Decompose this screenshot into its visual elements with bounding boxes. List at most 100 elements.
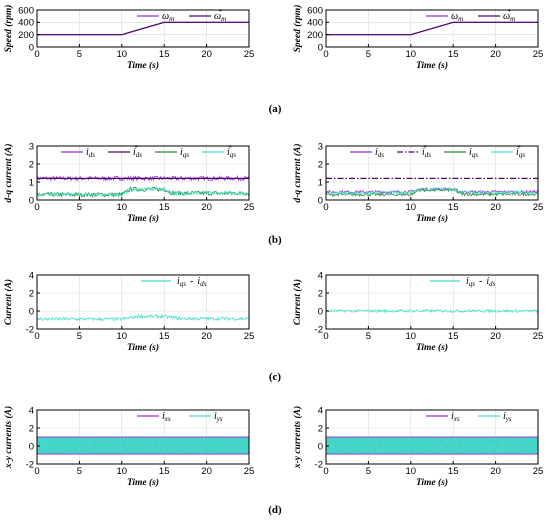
legend: ωm ωm* — [426, 8, 515, 23]
x-tick-label-1: 5 — [366, 466, 371, 477]
y-tick-label-1: 200 — [18, 30, 34, 41]
x-axis-title: Time (s) — [127, 342, 159, 353]
chart-b-left: 0 5 10 15 20 25 0 1 2 3 Time (s) d-q current (A) ids… — [3, 141, 254, 224]
x-axis-title: Time (s) — [416, 342, 448, 353]
legend-label-2: iqs — [469, 147, 478, 159]
y-axis-title: x-y currents (A) — [292, 406, 303, 469]
panel-label-1: (b) — [268, 234, 282, 246]
x-tick-label-3: 15 — [448, 49, 459, 60]
legend: iqs - ids — [141, 276, 207, 288]
legend-label-0: ωm — [162, 11, 174, 23]
x-tick-label-5: 25 — [533, 49, 544, 60]
x-tick-label-1: 5 — [77, 202, 82, 213]
series-noise-1 — [36, 436, 250, 455]
y-tick-label-0: 0 — [29, 195, 34, 206]
y-axis-title: Speed (rpm) — [3, 5, 14, 53]
legend-label-0: ids — [86, 147, 95, 159]
x-tick-label-2: 10 — [406, 331, 417, 342]
x-tick-label-0: 0 — [34, 49, 39, 60]
x-tick-label-3: 15 — [159, 466, 170, 477]
legend-label-2: iqs — [180, 147, 189, 159]
panel-label-3: (d) — [268, 504, 282, 516]
plot-frame — [36, 274, 250, 330]
y-tick-label-2: 2 — [318, 423, 323, 434]
plot-frame — [36, 145, 250, 201]
legend-label-1: iys — [214, 411, 223, 423]
y-tick-label-3: 4 — [318, 270, 323, 281]
y-axis-title: x-y currents (A) — [3, 406, 14, 469]
x-tick-label-0: 0 — [34, 466, 39, 477]
legend: ids ids* iqs iqs* — [61, 144, 236, 159]
x-tick-label-2: 10 — [406, 49, 417, 60]
plot-frame — [325, 409, 539, 465]
x-axis-title: Time (s) — [127, 213, 159, 224]
y-tick-label-2: 2 — [29, 159, 34, 170]
x-tick-label-1: 5 — [77, 331, 82, 342]
y-tick-label-3: 4 — [29, 405, 34, 416]
y-tick-label-1: 200 — [307, 30, 323, 41]
series-line-0 — [37, 313, 250, 322]
x-tick-label-1: 5 — [366, 331, 371, 342]
x-tick-label-5: 25 — [533, 331, 544, 342]
chart-b-right: 0 5 10 15 20 25 0 1 2 3 Time (s) d-q current (A) ids… — [292, 141, 543, 224]
y-tick-label-1: 1 — [318, 177, 323, 188]
y-tick-label-2: 400 — [18, 18, 34, 29]
legend-label-0: ids — [375, 147, 384, 159]
x-tick-label-0: 0 — [323, 466, 328, 477]
legend: ixs iys — [137, 411, 223, 423]
x-axis-title: Time (s) — [416, 213, 448, 224]
x-tick-label-4: 20 — [490, 331, 501, 342]
series-line-1 — [326, 21, 538, 36]
y-axis-title: d-q current (A) — [3, 143, 14, 202]
series-line-1 — [37, 21, 249, 36]
x-tick-label-5: 25 — [533, 466, 544, 477]
legend-label-3: iqs* — [227, 144, 236, 159]
y-axis-title: Current (A) — [3, 279, 14, 325]
x-tick-label-2: 10 — [117, 466, 128, 477]
y-axis-title: Speed (rpm) — [292, 5, 303, 53]
x-tick-label-4: 20 — [201, 202, 212, 213]
x-axis-title: Time (s) — [416, 60, 448, 71]
x-tick-label-5: 25 — [244, 331, 255, 342]
plot-frame — [325, 145, 539, 201]
plot-frame — [325, 274, 539, 330]
x-tick-label-0: 0 — [34, 331, 39, 342]
y-axis-title: Current (A) — [292, 279, 303, 325]
x-tick-label-2: 10 — [406, 202, 417, 213]
x-tick-label-1: 5 — [77, 466, 82, 477]
x-tick-label-0: 0 — [34, 202, 39, 213]
y-tick-label-3: 600 — [307, 5, 323, 16]
y-tick-label-0: -2 — [26, 324, 34, 335]
x-tick-label-3: 15 — [448, 331, 459, 342]
y-tick-label-0: -2 — [26, 459, 34, 470]
x-tick-label-5: 25 — [244, 466, 255, 477]
y-tick-label-0: -2 — [315, 459, 323, 470]
y-tick-label-2: 2 — [29, 288, 34, 299]
legend-label-0: ωm — [451, 11, 463, 23]
legend-label-0: ixs — [451, 411, 460, 423]
legend: iqs - ids — [430, 276, 496, 288]
y-tick-label-3: 4 — [29, 270, 34, 281]
legend-label-0: iqs - ids — [466, 276, 496, 288]
x-tick-label-2: 10 — [117, 202, 128, 213]
x-tick-label-0: 0 — [323, 331, 328, 342]
x-tick-label-5: 25 — [244, 49, 255, 60]
y-tick-label-2: 2 — [318, 159, 323, 170]
series-line-3 — [36, 186, 250, 198]
x-tick-label-3: 15 — [159, 331, 170, 342]
x-axis-title: Time (s) — [127, 477, 159, 488]
legend: ixs iys — [426, 411, 512, 423]
series-line-0 — [325, 308, 539, 314]
y-tick-label-1: 1 — [29, 177, 34, 188]
y-axis-title: d-q current (A) — [292, 143, 303, 202]
panel-label-0: (a) — [269, 103, 282, 115]
x-tick-label-3: 15 — [159, 202, 170, 213]
x-tick-label-5: 25 — [533, 202, 544, 213]
legend-label-3: iqs* — [516, 144, 525, 159]
